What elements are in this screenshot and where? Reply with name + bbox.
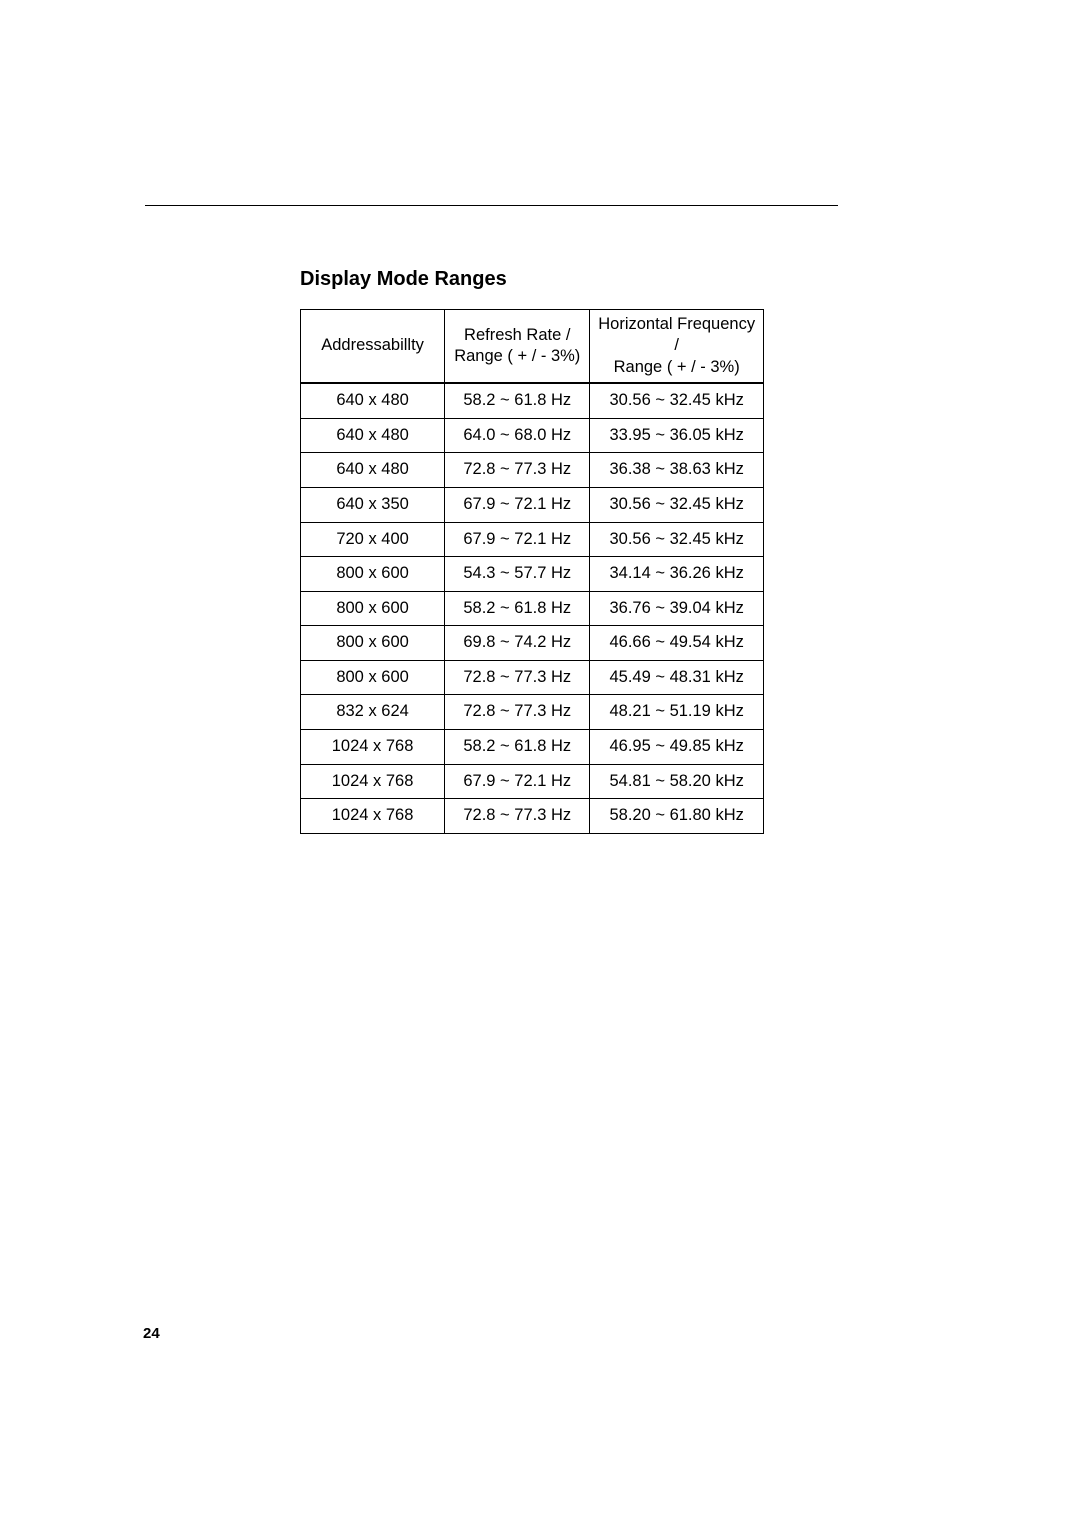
cell-addressability: 720 x 400 [301, 522, 445, 557]
cell-horiz: 46.66 ~ 49.54 kHz [590, 626, 764, 661]
cell-addressability: 832 x 624 [301, 695, 445, 730]
top-horizontal-rule [145, 205, 838, 206]
page-content: Display Mode Ranges Addressabillty Refre… [145, 205, 838, 834]
col-header-horizontal-frequency: Horizontal Frequency /Range ( + / - 3%) [590, 310, 764, 384]
cell-horiz: 36.38 ~ 38.63 kHz [590, 453, 764, 488]
cell-addressability: 800 x 600 [301, 660, 445, 695]
table-row: 800 x 600 72.8 ~ 77.3 Hz 45.49 ~ 48.31 k… [301, 660, 764, 695]
table-row: 640 x 480 58.2 ~ 61.8 Hz 30.56 ~ 32.45 k… [301, 383, 764, 418]
cell-refresh: 69.8 ~ 74.2 Hz [445, 626, 590, 661]
display-mode-table: Addressabillty Refresh Rate /Range ( + /… [300, 309, 764, 834]
cell-horiz: 33.95 ~ 36.05 kHz [590, 418, 764, 453]
cell-refresh: 72.8 ~ 77.3 Hz [445, 660, 590, 695]
cell-horiz: 46.95 ~ 49.85 kHz [590, 729, 764, 764]
col-header-refresh-rate: Refresh Rate /Range ( + / - 3%) [445, 310, 590, 384]
table-row: 1024 x 768 67.9 ~ 72.1 Hz 54.81 ~ 58.20 … [301, 764, 764, 799]
cell-addressability: 1024 x 768 [301, 799, 445, 834]
cell-horiz: 45.49 ~ 48.31 kHz [590, 660, 764, 695]
cell-refresh: 64.0 ~ 68.0 Hz [445, 418, 590, 453]
table-header-row: Addressabillty Refresh Rate /Range ( + /… [301, 310, 764, 384]
cell-horiz: 34.14 ~ 36.26 kHz [590, 557, 764, 592]
table-body: 640 x 480 58.2 ~ 61.8 Hz 30.56 ~ 32.45 k… [301, 383, 764, 833]
cell-horiz: 36.76 ~ 39.04 kHz [590, 591, 764, 626]
cell-refresh: 58.2 ~ 61.8 Hz [445, 729, 590, 764]
table-row: 640 x 350 67.9 ~ 72.1 Hz 30.56 ~ 32.45 k… [301, 488, 764, 523]
cell-refresh: 54.3 ~ 57.7 Hz [445, 557, 590, 592]
cell-addressability: 800 x 600 [301, 557, 445, 592]
cell-addressability: 640 x 480 [301, 418, 445, 453]
col-header-addressability: Addressabillty [301, 310, 445, 384]
section-heading: Display Mode Ranges [300, 268, 838, 291]
cell-horiz: 30.56 ~ 32.45 kHz [590, 488, 764, 523]
table-row: 800 x 600 58.2 ~ 61.8 Hz 36.76 ~ 39.04 k… [301, 591, 764, 626]
cell-horiz: 30.56 ~ 32.45 kHz [590, 383, 764, 418]
cell-addressability: 800 x 600 [301, 591, 445, 626]
cell-addressability: 640 x 480 [301, 453, 445, 488]
cell-refresh: 58.2 ~ 61.8 Hz [445, 383, 590, 418]
cell-horiz: 58.20 ~ 61.80 kHz [590, 799, 764, 834]
cell-horiz: 48.21 ~ 51.19 kHz [590, 695, 764, 730]
cell-addressability: 800 x 600 [301, 626, 445, 661]
cell-horiz: 54.81 ~ 58.20 kHz [590, 764, 764, 799]
table-row: 1024 x 768 72.8 ~ 77.3 Hz 58.20 ~ 61.80 … [301, 799, 764, 834]
table-row: 800 x 600 54.3 ~ 57.7 Hz 34.14 ~ 36.26 k… [301, 557, 764, 592]
cell-refresh: 58.2 ~ 61.8 Hz [445, 591, 590, 626]
cell-refresh: 67.9 ~ 72.1 Hz [445, 488, 590, 523]
table-row: 832 x 624 72.8 ~ 77.3 Hz 48.21 ~ 51.19 k… [301, 695, 764, 730]
table-row: 1024 x 768 58.2 ~ 61.8 Hz 46.95 ~ 49.85 … [301, 729, 764, 764]
cell-horiz: 30.56 ~ 32.45 kHz [590, 522, 764, 557]
cell-addressability: 1024 x 768 [301, 764, 445, 799]
page-number: 24 [143, 1325, 160, 1342]
table-row: 640 x 480 64.0 ~ 68.0 Hz 33.95 ~ 36.05 k… [301, 418, 764, 453]
cell-refresh: 72.8 ~ 77.3 Hz [445, 453, 590, 488]
cell-refresh: 67.9 ~ 72.1 Hz [445, 522, 590, 557]
cell-addressability: 640 x 350 [301, 488, 445, 523]
table-row: 640 x 480 72.8 ~ 77.3 Hz 36.38 ~ 38.63 k… [301, 453, 764, 488]
table-row: 800 x 600 69.8 ~ 74.2 Hz 46.66 ~ 49.54 k… [301, 626, 764, 661]
table-row: 720 x 400 67.9 ~ 72.1 Hz 30.56 ~ 32.45 k… [301, 522, 764, 557]
cell-refresh: 72.8 ~ 77.3 Hz [445, 695, 590, 730]
cell-addressability: 640 x 480 [301, 383, 445, 418]
cell-addressability: 1024 x 768 [301, 729, 445, 764]
cell-refresh: 72.8 ~ 77.3 Hz [445, 799, 590, 834]
cell-refresh: 67.9 ~ 72.1 Hz [445, 764, 590, 799]
